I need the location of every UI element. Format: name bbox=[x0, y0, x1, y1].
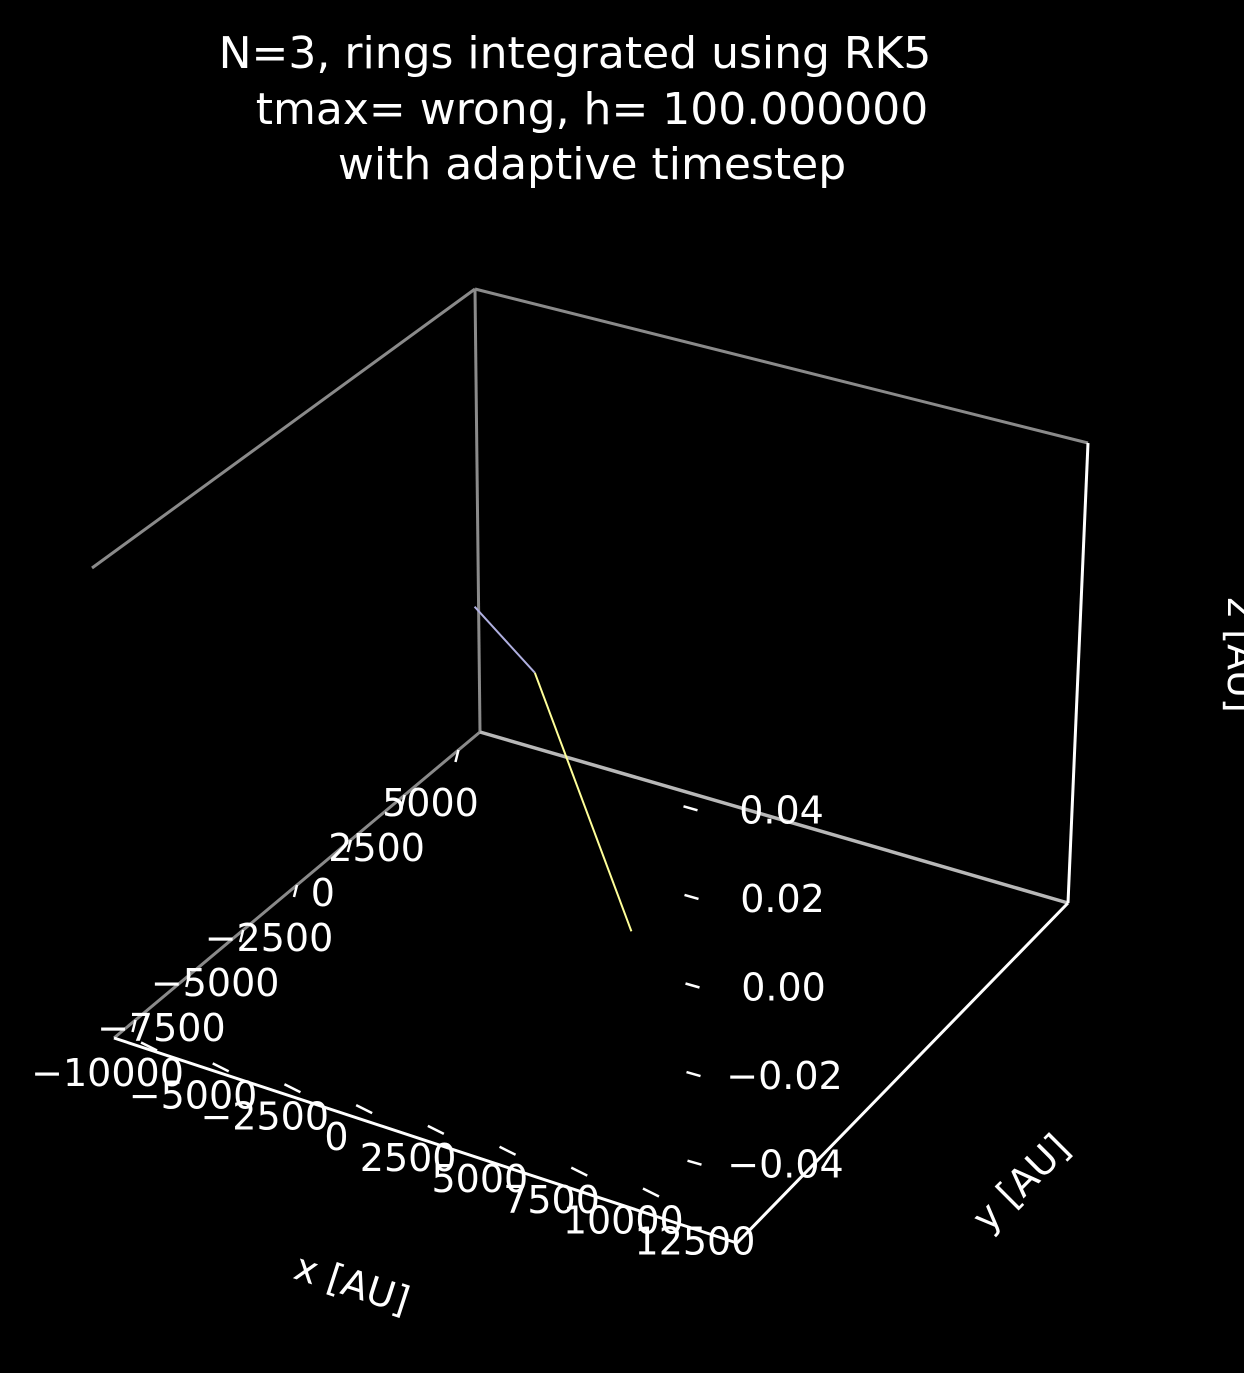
y-tick-mark bbox=[355, 1103, 373, 1115]
x-axis-label: x [AU] bbox=[289, 1244, 415, 1322]
title-line-2: tmax= wrong, h= 100.000000 bbox=[256, 84, 928, 135]
y-axis-label: y [AU] bbox=[964, 1126, 1079, 1241]
y-tick-mark bbox=[570, 1166, 588, 1177]
x-tick-label: −7500 bbox=[97, 1006, 226, 1050]
y-tick-mark bbox=[283, 1083, 301, 1094]
y-tick-label: 12500 bbox=[635, 1219, 756, 1263]
y-tick-mark bbox=[499, 1145, 517, 1156]
x-axis-line bbox=[113, 1036, 738, 1245]
z-ticks: −0.04 −0.02 0.00 0.02 0.04 bbox=[683, 788, 844, 1187]
z-axis-line bbox=[1066, 442, 1090, 904]
box-edge-back-top bbox=[91, 287, 476, 570]
title-line-3: with adaptive timestep bbox=[338, 139, 846, 190]
y-tick-label: 10000 bbox=[563, 1199, 684, 1243]
z-tick-label: 0.00 bbox=[741, 966, 826, 1010]
z-tick-mark bbox=[683, 805, 698, 812]
z-tick-mark bbox=[686, 1070, 701, 1078]
series-layer bbox=[473, 606, 633, 932]
x-tick-mark bbox=[346, 839, 353, 853]
box-edge-right-top bbox=[474, 287, 1089, 445]
z-tick-label: 0.02 bbox=[740, 877, 825, 921]
y-tick-mark bbox=[212, 1062, 230, 1073]
axes-box bbox=[91, 287, 1089, 1040]
x-tick-mark bbox=[185, 974, 191, 988]
z-tick-mark bbox=[684, 893, 699, 901]
x-tick-mark bbox=[454, 749, 460, 763]
x-tick-label: −10000 bbox=[31, 1051, 184, 1095]
z-tick-mark bbox=[685, 982, 700, 989]
series-line-0 bbox=[533, 672, 633, 932]
chart-title: N=3, rings integrated using RK5 tmax= wr… bbox=[219, 28, 932, 190]
box-edge-floor-back-right bbox=[479, 730, 1069, 905]
y-tick-label: 0 bbox=[324, 1115, 348, 1159]
x-tick-mark bbox=[131, 1019, 137, 1033]
y-tick-label: −2500 bbox=[200, 1094, 329, 1138]
z-axis: −0.04 −0.02 0.00 0.02 0.04 z [AU] bbox=[683, 442, 1244, 1187]
x-tick-label: −2500 bbox=[205, 916, 334, 960]
y-tick-mark bbox=[427, 1124, 445, 1136]
y-axis-line bbox=[735, 901, 1070, 1245]
title-line-1: N=3, rings integrated using RK5 bbox=[219, 28, 932, 79]
y-tick-label: 7500 bbox=[503, 1178, 600, 1222]
y-tick-label: 5000 bbox=[431, 1157, 528, 1201]
z-tick-mark bbox=[687, 1159, 702, 1166]
box-edge-back-vertical bbox=[473, 288, 482, 733]
x-tick-mark bbox=[400, 794, 406, 808]
y-tick-mark bbox=[140, 1041, 158, 1052]
z-tick-label: −0.04 bbox=[727, 1143, 843, 1187]
x-tick-mark bbox=[238, 929, 245, 943]
x-tick-mark bbox=[292, 884, 299, 898]
z-tick-label: 0.04 bbox=[739, 788, 824, 832]
y-tick-label: −5000 bbox=[129, 1074, 258, 1118]
z-axis-label: z [AU] bbox=[1219, 597, 1244, 712]
x-tick-label: 0 bbox=[311, 871, 335, 915]
x-tick-label: 5000 bbox=[382, 781, 479, 825]
y-tick-mark bbox=[642, 1187, 660, 1198]
y-tick-label: 2500 bbox=[360, 1136, 457, 1180]
x-tick-label: −5000 bbox=[151, 961, 280, 1005]
series-line-1 bbox=[473, 606, 536, 674]
x-tick-label: 2500 bbox=[328, 826, 425, 870]
z-tick-label: −0.02 bbox=[726, 1054, 842, 1098]
